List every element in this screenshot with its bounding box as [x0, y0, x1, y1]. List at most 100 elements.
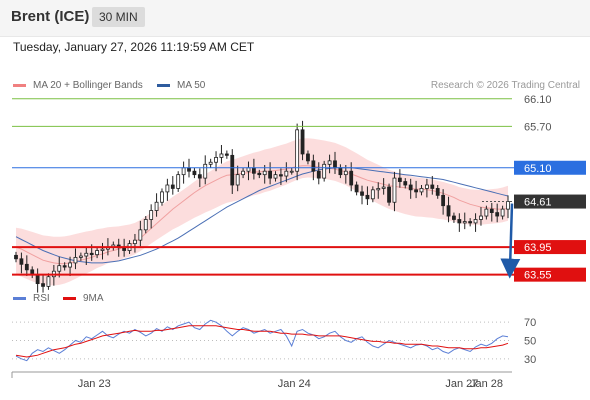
candle-body [14, 254, 18, 260]
candle [165, 178, 170, 201]
candle-body [479, 215, 483, 220]
candle-body [381, 186, 386, 189]
legend-ma50: MA 50 [157, 80, 205, 91]
x-tick-jan-24: Jan 24 [278, 378, 311, 390]
candle [208, 158, 213, 168]
candle [452, 212, 456, 223]
rsi-series-9ma [15, 325, 509, 358]
x-tick-jan-23: Jan 23 [78, 378, 111, 390]
candle [62, 262, 67, 271]
ma20-swatch [13, 83, 26, 87]
candle-body [468, 221, 473, 224]
candle-body [425, 184, 429, 189]
candle-body [35, 274, 40, 285]
candle-body [452, 215, 456, 220]
candle-body [143, 219, 148, 231]
candle-body [435, 188, 440, 196]
candle-body [376, 188, 381, 191]
candle-body [295, 129, 300, 172]
candle-body [343, 170, 348, 176]
ma9-swatch [63, 296, 76, 300]
candle-body [300, 129, 305, 155]
candle [192, 167, 197, 179]
candle-body [446, 205, 451, 217]
candle [457, 213, 462, 232]
candle [19, 252, 24, 274]
candle-body [224, 153, 229, 156]
forecast-arrow [500, 203, 521, 279]
candle-body [78, 255, 83, 258]
candle [273, 171, 278, 182]
candle [360, 185, 364, 205]
candle-body [160, 191, 164, 203]
candle [446, 196, 451, 223]
candle [381, 178, 386, 195]
candle-body [262, 170, 267, 176]
candle-body [138, 229, 143, 241]
rsi-tick-50: 50 [524, 336, 536, 348]
candle-body [192, 170, 197, 176]
candle-body [457, 219, 462, 224]
candle [14, 251, 18, 263]
candle-body [197, 174, 202, 179]
candle-body [365, 194, 370, 200]
candle [279, 168, 283, 185]
candle-body [57, 265, 62, 272]
candle [462, 212, 467, 230]
ma50-line [15, 167, 509, 264]
candle-body [414, 189, 418, 193]
level-tag-65.10 [514, 160, 586, 175]
level-label-65.10: 65.10 [524, 163, 552, 175]
candle [468, 218, 473, 227]
candle [419, 185, 424, 196]
candle-body [203, 163, 208, 179]
legend-9ma: 9MA [63, 293, 104, 304]
rsi-swatch [13, 296, 26, 300]
candle-body [89, 252, 94, 256]
candle-body [84, 252, 89, 257]
candle [322, 160, 327, 182]
candle [95, 247, 99, 259]
candle-body [95, 250, 99, 256]
candle [365, 186, 370, 205]
candle [370, 186, 375, 203]
candle [41, 274, 45, 293]
level-label-63.95: 63.95 [524, 242, 552, 254]
candle [143, 216, 148, 234]
last-price-tag [514, 194, 586, 209]
candle-body [165, 184, 170, 193]
last-price-label: 64.61 [524, 197, 552, 209]
candle-body [154, 201, 159, 211]
candle-body [122, 247, 127, 251]
timeframe-badge[interactable]: 30 MIN [92, 7, 145, 27]
candle [403, 178, 408, 189]
candle [414, 180, 418, 199]
candle-body [187, 167, 191, 172]
candle-body [392, 177, 397, 203]
candle [46, 273, 51, 290]
ma20-line [15, 165, 509, 265]
candle-body [495, 212, 500, 217]
candle [197, 168, 202, 188]
candle [284, 162, 289, 183]
candle [241, 167, 245, 179]
candle [327, 154, 332, 174]
candle [224, 150, 229, 159]
candle-body [403, 181, 408, 186]
ma20-label: MA 20 + Bollinger Bands [33, 80, 143, 91]
candle [397, 169, 402, 188]
candle [495, 203, 500, 223]
candle-body [73, 257, 78, 264]
candle [376, 182, 381, 199]
candle-body [419, 188, 424, 193]
candle [78, 252, 83, 261]
candle [300, 120, 305, 161]
candle-body [251, 167, 256, 174]
candle-body [338, 167, 343, 176]
candle-body [506, 201, 510, 210]
candle [133, 233, 137, 253]
candle-body [219, 153, 224, 158]
candle-body [500, 208, 505, 217]
candle [219, 145, 224, 164]
